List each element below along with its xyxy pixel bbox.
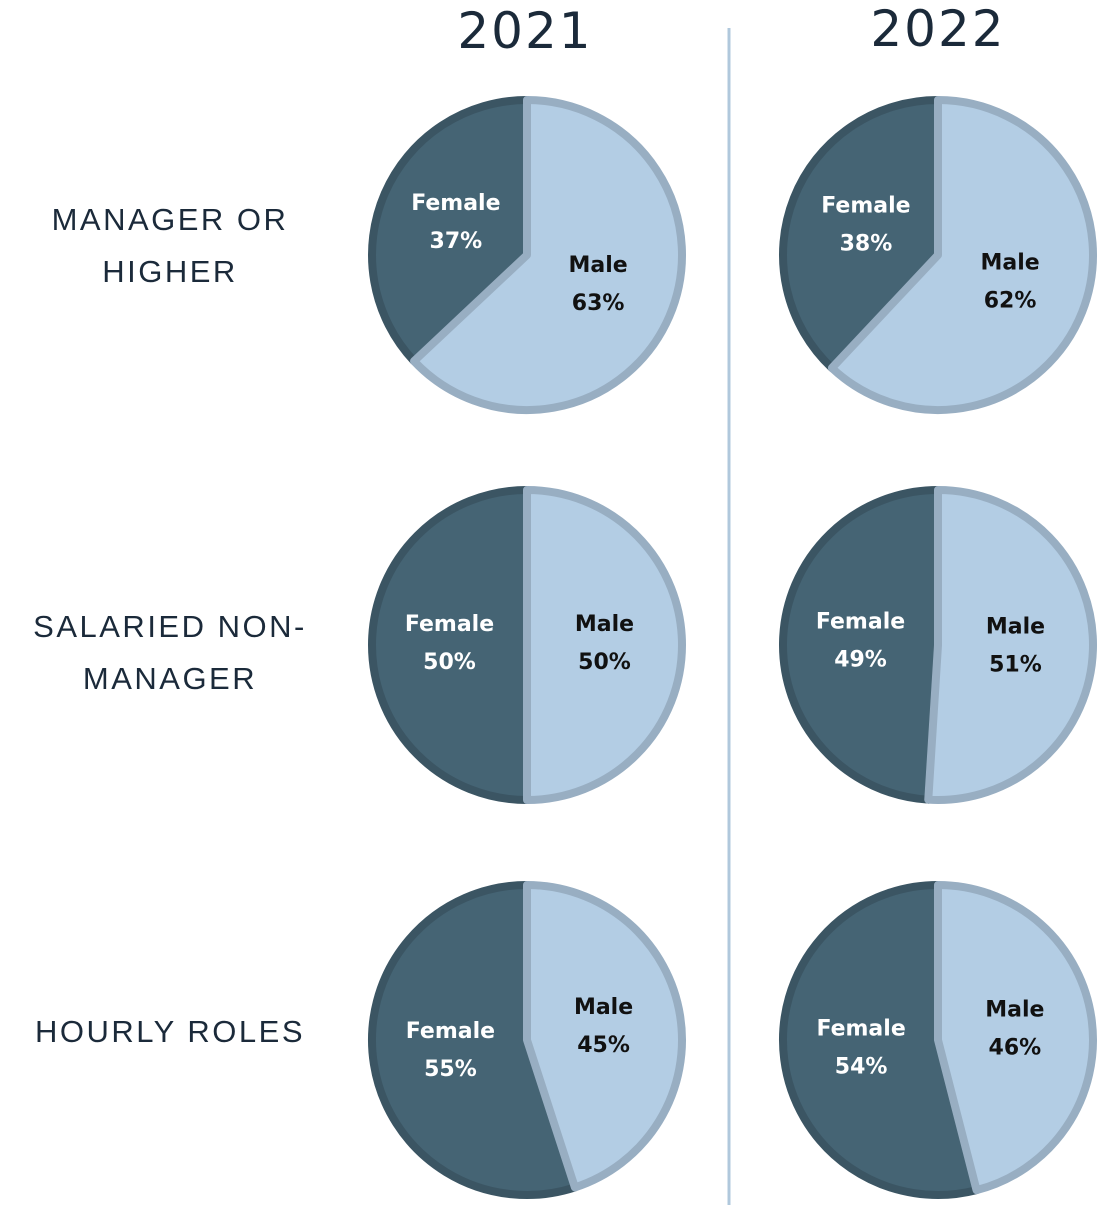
row-label: HOURLY ROLES [34, 1014, 306, 1049]
slice-label: Male [575, 612, 634, 637]
slice-label: Female [816, 610, 905, 635]
slice-value-label: 63% [572, 291, 625, 316]
column-title: 2021 [457, 2, 592, 60]
slice-value-label: 46% [989, 1035, 1042, 1060]
pie-slice [523, 486, 686, 804]
slice-label: Female [411, 191, 500, 216]
pie-slice [410, 96, 686, 414]
slice-value-label: 45% [577, 1033, 630, 1058]
slice-label: Male [985, 997, 1044, 1022]
pie-slice [368, 96, 531, 366]
slice-label: Female [816, 1017, 905, 1042]
slice-value-label: 38% [840, 231, 893, 256]
pie-slice [779, 486, 942, 804]
column-title: 2022 [870, 0, 1005, 58]
pie-slice [934, 881, 1097, 1195]
slice-label: Female [406, 1019, 495, 1044]
slice-value-label: 37% [430, 229, 483, 254]
pie-slice [523, 881, 686, 1192]
slice-label: Male [986, 614, 1045, 639]
slice-value-label: 49% [834, 648, 887, 673]
pie-slice [827, 96, 1097, 414]
slice-value-label: 62% [984, 289, 1037, 314]
slice-label: Male [574, 995, 633, 1020]
slice-value-label: 54% [835, 1055, 888, 1080]
slice-label: Male [569, 253, 628, 278]
slice-label: Female [405, 612, 494, 637]
row-label: SALARIED NON-MANAGER [33, 609, 307, 696]
pie-slice [779, 881, 981, 1199]
pie-slice [924, 486, 1097, 804]
slice-label: Male [980, 251, 1039, 276]
slice-value-label: 51% [989, 652, 1042, 677]
pie-slice [368, 486, 531, 804]
slice-value-label: 50% [423, 650, 476, 675]
slice-value-label: 50% [578, 650, 631, 675]
slice-value-label: 55% [424, 1057, 477, 1082]
pie-slice [779, 96, 942, 372]
row-label: MANAGER OR HIGHER [51, 202, 289, 289]
slice-label: Female [821, 193, 910, 218]
